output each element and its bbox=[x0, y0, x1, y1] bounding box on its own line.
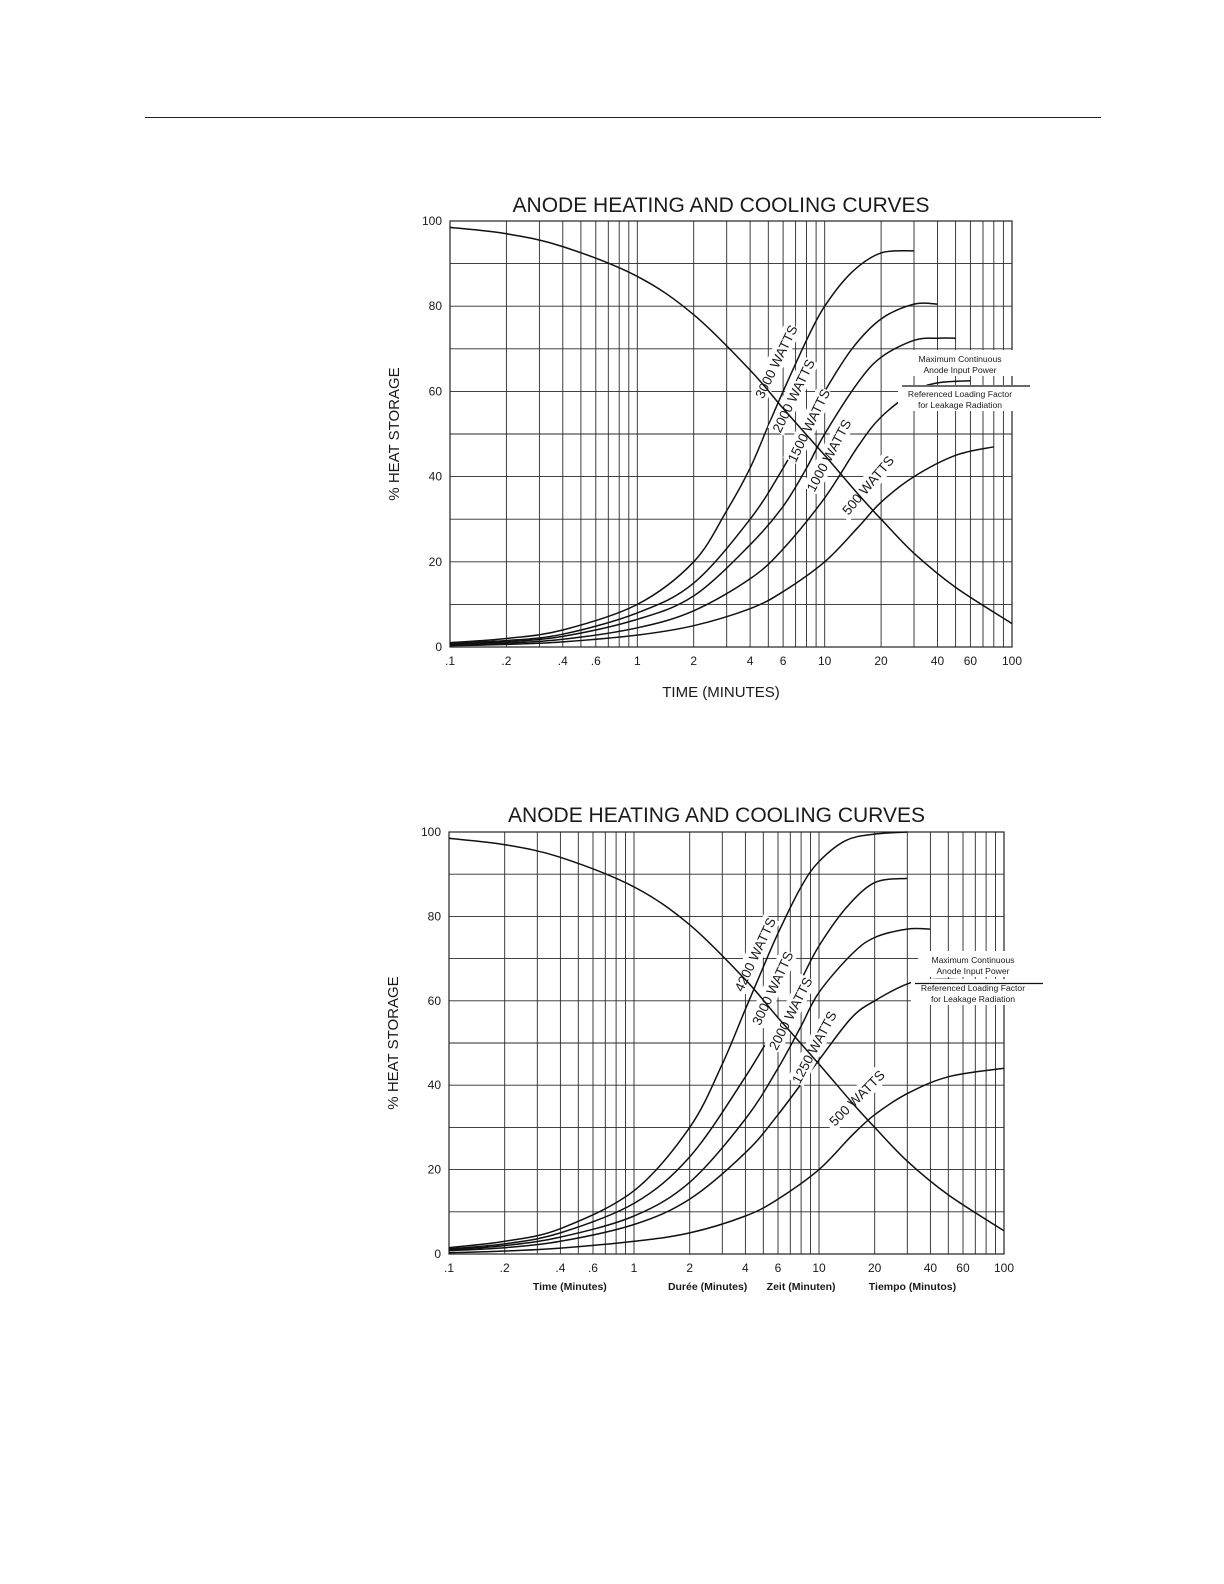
x-tick-label: 100 bbox=[994, 1261, 1014, 1275]
x-tick-label: 20 bbox=[868, 1261, 882, 1275]
x-tick-label: 60 bbox=[956, 1261, 970, 1275]
annotation-text: Anode Input Power bbox=[923, 365, 996, 375]
x-tick-label: 40 bbox=[924, 1261, 938, 1275]
x-tick-label: .2 bbox=[501, 654, 511, 668]
y-tick-label: 60 bbox=[428, 994, 442, 1008]
x-tick-label: 2 bbox=[686, 1261, 693, 1275]
x-tick-label: 2 bbox=[690, 654, 697, 668]
cooling-curve bbox=[449, 226, 1013, 625]
x-tick-label: .6 bbox=[588, 1261, 598, 1275]
y-tick-label: 40 bbox=[429, 470, 443, 484]
heating-curve bbox=[448, 1067, 1005, 1254]
heating-curve bbox=[449, 337, 956, 645]
annotation-text: Anode Input Power bbox=[936, 966, 1009, 976]
y-tick-label: 0 bbox=[435, 640, 442, 654]
curve-label-bg bbox=[822, 1063, 892, 1133]
curve-label-bg bbox=[767, 355, 819, 436]
annotation-bg bbox=[898, 385, 1026, 411]
chart-title: ANODE HEATING AND COOLING CURVES bbox=[513, 194, 930, 217]
cooling-curve bbox=[448, 837, 1005, 1232]
annotation-text: Maximum Continuous bbox=[918, 354, 1001, 364]
y-axis-label: % HEAT STORAGE bbox=[385, 976, 402, 1109]
x-tick-label: .1 bbox=[444, 1261, 454, 1275]
x-axis-label: Zeit (Minuten) bbox=[767, 1281, 836, 1293]
x-tick-label: 100 bbox=[1002, 654, 1022, 668]
x-tick-label: 6 bbox=[780, 654, 787, 668]
y-tick-label: 40 bbox=[428, 1078, 442, 1092]
curve-label-bg bbox=[835, 448, 901, 522]
curve-label: 500 WATTS bbox=[826, 1067, 888, 1129]
x-tick-label: 10 bbox=[818, 654, 832, 668]
y-tick-label: 100 bbox=[422, 214, 442, 228]
x-axis-label: TIME (MINUTES) bbox=[662, 684, 780, 701]
annotation-text: Referenced Loading Factor bbox=[908, 389, 1012, 399]
y-tick-label: 100 bbox=[421, 825, 441, 839]
x-tick-label: .1 bbox=[445, 654, 455, 668]
y-tick-label: 60 bbox=[429, 384, 443, 398]
curve-label-bg bbox=[782, 385, 835, 466]
heating-curve bbox=[448, 877, 908, 1250]
y-axis-label: % HEAT STORAGE bbox=[386, 367, 403, 500]
heating-curve bbox=[448, 978, 964, 1252]
heating-curve bbox=[448, 831, 908, 1249]
curve-label-bg bbox=[747, 948, 798, 1029]
x-tick-label: .6 bbox=[591, 654, 601, 668]
x-tick-label: .4 bbox=[558, 654, 568, 668]
curve-label-bg bbox=[801, 415, 856, 495]
header-rule bbox=[145, 117, 1101, 118]
heating-curve bbox=[449, 249, 915, 644]
y-tick-label: 80 bbox=[429, 299, 443, 313]
x-tick-label: 4 bbox=[747, 654, 754, 668]
x-tick-label: 20 bbox=[874, 654, 888, 668]
curve-label-bg bbox=[729, 914, 780, 995]
x-tick-label: 1 bbox=[631, 1261, 638, 1275]
curve-label-bg bbox=[764, 973, 817, 1054]
annotation-text: Maximum Continuous bbox=[931, 955, 1014, 965]
plot-frame bbox=[448, 831, 1005, 1255]
heating-curve bbox=[449, 302, 938, 644]
curve-label-bg bbox=[787, 1007, 841, 1087]
y-tick-label: 0 bbox=[434, 1247, 441, 1261]
annotation-bg bbox=[918, 951, 1030, 977]
heating-curve bbox=[449, 446, 994, 647]
y-tick-label: 20 bbox=[428, 1163, 442, 1177]
annotation-bg bbox=[905, 350, 1017, 376]
annotation-text: for Leakage Radiation bbox=[931, 994, 1015, 1004]
x-tick-label: 60 bbox=[964, 654, 978, 668]
chart-title: ANODE HEATING AND COOLING CURVES bbox=[508, 804, 925, 827]
x-tick-label: 10 bbox=[812, 1261, 826, 1275]
annotation-text: for Leakage Radiation bbox=[918, 400, 1002, 410]
x-tick-label: 40 bbox=[931, 654, 945, 668]
x-tick-label: .2 bbox=[500, 1261, 510, 1275]
heating-curve bbox=[448, 927, 931, 1251]
x-tick-label: 6 bbox=[775, 1261, 782, 1275]
chart-1: ANODE HEATING AND COOLING CURVES .1 .2 .4 .6… bbox=[386, 194, 1030, 701]
annotation-text: Referenced Loading Factor bbox=[921, 983, 1025, 993]
y-tick-label: 20 bbox=[429, 555, 443, 569]
x-tick-label: 4 bbox=[742, 1261, 749, 1275]
plot-frame bbox=[449, 220, 1013, 648]
x-axis-label: Durée (Minutes) bbox=[668, 1281, 747, 1293]
x-axis-label: Time (Minutes) bbox=[533, 1281, 607, 1293]
x-tick-label: 1 bbox=[634, 654, 641, 668]
x-axis-label: Tiempo (Minutos) bbox=[869, 1281, 956, 1293]
y-tick-label: 80 bbox=[428, 909, 442, 923]
x-tick-label: .4 bbox=[555, 1261, 565, 1275]
curve-label-bg bbox=[750, 321, 802, 402]
